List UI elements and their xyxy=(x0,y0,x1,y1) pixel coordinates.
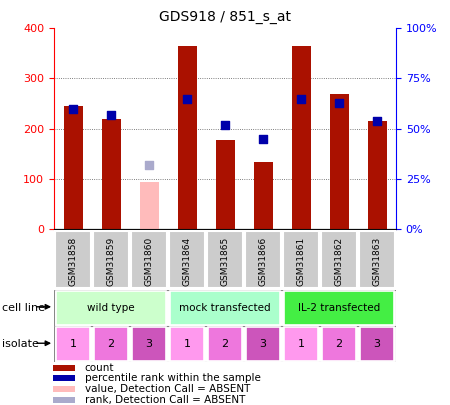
FancyBboxPatch shape xyxy=(53,386,75,392)
FancyBboxPatch shape xyxy=(53,397,75,403)
Text: GSM31863: GSM31863 xyxy=(373,237,382,286)
FancyBboxPatch shape xyxy=(53,375,75,382)
Bar xyxy=(368,121,387,229)
Text: 3: 3 xyxy=(374,339,381,349)
Text: wild type: wild type xyxy=(87,303,135,313)
FancyBboxPatch shape xyxy=(321,328,356,361)
Bar xyxy=(292,46,310,229)
FancyBboxPatch shape xyxy=(246,328,280,361)
Point xyxy=(297,95,305,102)
FancyBboxPatch shape xyxy=(131,231,167,288)
FancyBboxPatch shape xyxy=(359,231,395,288)
Text: GSM31861: GSM31861 xyxy=(297,237,306,286)
FancyBboxPatch shape xyxy=(55,328,90,361)
FancyBboxPatch shape xyxy=(55,231,91,288)
FancyBboxPatch shape xyxy=(94,328,129,361)
FancyBboxPatch shape xyxy=(245,231,281,288)
Point xyxy=(259,135,266,142)
Text: 1: 1 xyxy=(69,339,76,349)
Text: value, Detection Call = ABSENT: value, Detection Call = ABSENT xyxy=(85,384,250,394)
Text: GDS918 / 851_s_at: GDS918 / 851_s_at xyxy=(159,10,291,24)
FancyBboxPatch shape xyxy=(54,290,396,326)
Text: GSM31866: GSM31866 xyxy=(258,237,267,286)
Text: GSM31860: GSM31860 xyxy=(144,237,153,286)
FancyBboxPatch shape xyxy=(360,328,395,361)
Text: count: count xyxy=(85,363,114,373)
Text: isolate: isolate xyxy=(2,339,39,349)
Bar xyxy=(329,94,348,229)
FancyBboxPatch shape xyxy=(283,231,319,288)
FancyBboxPatch shape xyxy=(170,328,204,361)
FancyBboxPatch shape xyxy=(131,328,166,361)
Bar xyxy=(216,140,234,229)
Text: 1: 1 xyxy=(184,339,190,349)
Point xyxy=(108,111,115,118)
Text: 3: 3 xyxy=(260,339,266,349)
Point xyxy=(374,117,381,124)
Text: 3: 3 xyxy=(145,339,153,349)
FancyBboxPatch shape xyxy=(321,231,357,288)
Bar xyxy=(63,106,82,229)
FancyBboxPatch shape xyxy=(170,291,280,324)
Text: 2: 2 xyxy=(335,339,342,349)
Text: GSM31862: GSM31862 xyxy=(334,237,343,286)
Point xyxy=(145,162,153,168)
Text: GSM31858: GSM31858 xyxy=(68,237,77,286)
FancyBboxPatch shape xyxy=(284,291,395,324)
FancyBboxPatch shape xyxy=(55,291,166,324)
Text: percentile rank within the sample: percentile rank within the sample xyxy=(85,373,261,384)
Bar xyxy=(253,162,273,229)
Text: cell line: cell line xyxy=(2,303,45,313)
Bar xyxy=(140,182,158,229)
Text: 1: 1 xyxy=(297,339,305,349)
Point xyxy=(184,95,191,102)
Bar xyxy=(177,46,197,229)
Text: GSM31865: GSM31865 xyxy=(220,237,230,286)
Text: IL-2 transfected: IL-2 transfected xyxy=(298,303,380,313)
Point xyxy=(69,105,76,112)
Text: GSM31859: GSM31859 xyxy=(107,237,116,286)
FancyBboxPatch shape xyxy=(207,328,243,361)
Text: rank, Detection Call = ABSENT: rank, Detection Call = ABSENT xyxy=(85,395,245,405)
Text: 2: 2 xyxy=(108,339,115,349)
FancyBboxPatch shape xyxy=(284,328,319,361)
FancyBboxPatch shape xyxy=(53,365,75,371)
Text: mock transfected: mock transfected xyxy=(179,303,271,313)
Bar xyxy=(102,119,121,229)
Point xyxy=(221,122,229,128)
FancyBboxPatch shape xyxy=(93,231,129,288)
FancyBboxPatch shape xyxy=(54,326,396,362)
FancyBboxPatch shape xyxy=(207,231,243,288)
Point xyxy=(335,99,342,106)
Text: 2: 2 xyxy=(221,339,229,349)
FancyBboxPatch shape xyxy=(169,231,205,288)
Text: GSM31864: GSM31864 xyxy=(183,237,192,286)
